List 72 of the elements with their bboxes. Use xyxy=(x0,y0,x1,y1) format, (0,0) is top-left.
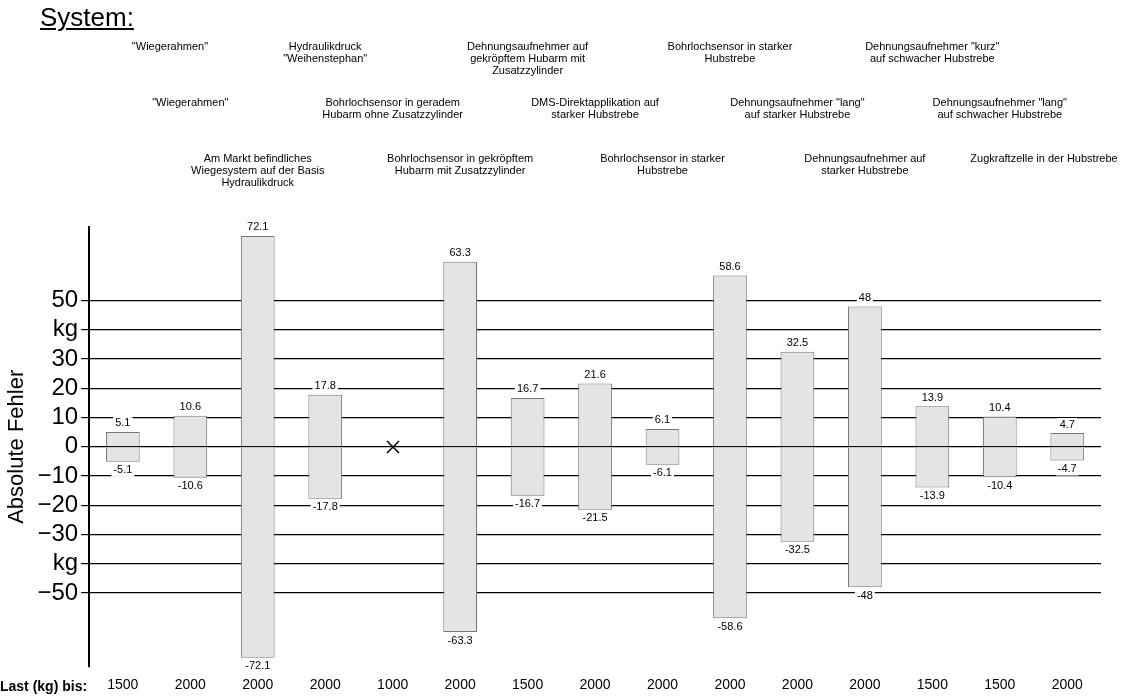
y-tick-label: kg xyxy=(52,314,79,342)
data-label: 10.4 xyxy=(989,400,1011,413)
data-label: 32.5 xyxy=(786,336,809,349)
x-tick-label: 2000 xyxy=(714,676,746,693)
data-label: -10.6 xyxy=(177,479,203,492)
data-label: 5.1 xyxy=(115,416,131,429)
data-label: -17.8 xyxy=(312,500,338,513)
data-label: 48 xyxy=(858,290,872,303)
x-tick-label: 1500 xyxy=(107,676,139,693)
text: Dehnungsaufnehmer "kurz" auf schwacher Hubstrebe xyxy=(864,40,1001,64)
x-tick-label: 2000 xyxy=(579,676,611,693)
text: "Wiegerahmen" xyxy=(151,96,230,108)
y-tick-label: −10 xyxy=(37,460,79,488)
data-label: 13.9 xyxy=(921,390,944,403)
x-tick-label: 2000 xyxy=(646,676,679,693)
x-tick-label: 1500 xyxy=(916,676,949,693)
y-tick-label: kg xyxy=(52,548,79,576)
data-label: -63.3 xyxy=(447,633,473,646)
text: Dehnungsaufnehmer "lang" auf starker Hubstrebe xyxy=(729,96,866,120)
y-tick-label: −50 xyxy=(37,577,79,605)
data-label: 21.6 xyxy=(584,368,606,381)
data-label: 63.3 xyxy=(449,246,471,259)
text: "Wiegerahmen" xyxy=(130,40,210,52)
text: Am Markt befindliches Wiegesystem auf der Basis Hydraulikdruck xyxy=(190,152,326,188)
text: Bohrlochsensor in gekröpftem Hubarm mit Zusatzzylinder xyxy=(386,152,535,176)
y-tick-label: −30 xyxy=(37,519,79,547)
text: Bohrlochsensor in starker Hubstrebe xyxy=(599,152,726,176)
data-label: 16.7 xyxy=(516,382,539,395)
text: Zugkraftzelle in der Hubstrebe xyxy=(969,152,1119,164)
y-tick-label: 0 xyxy=(64,431,79,459)
data-label: -72.1 xyxy=(245,659,271,672)
text: DMS-Direktapplikation auf starker Hubstrebe xyxy=(530,96,660,120)
data-label: -16.7 xyxy=(515,497,541,510)
y-tick-label: 20 xyxy=(51,372,79,400)
text: Dehnungsaufnehmer "lang" auf schwacher Hubstrebe xyxy=(931,96,1068,120)
data-label: -58.6 xyxy=(717,619,743,632)
x-tick-label: 1000 xyxy=(377,676,409,693)
x-tick-label: 2000 xyxy=(444,676,476,693)
x-tick-label: 2000 xyxy=(1051,676,1084,693)
x-tick-label: 2000 xyxy=(849,676,881,693)
data-label: -5.1 xyxy=(113,463,133,476)
x-tick-label: 1500 xyxy=(984,676,1016,693)
y-tick-label: −20 xyxy=(37,489,79,517)
data-label: -6.1 xyxy=(653,466,672,479)
x-tick-label: 2000 xyxy=(242,676,274,693)
y-tick-label: 50 xyxy=(51,285,79,313)
data-label: -13.9 xyxy=(919,488,945,501)
text: Dehnungsaufnehmer auf gekröpftem Hubarm mit Zusatzzylinder xyxy=(466,40,590,76)
data-label: 58.6 xyxy=(719,259,741,272)
x-tick-label: 1500 xyxy=(512,676,544,693)
y-tick-label: 30 xyxy=(51,343,79,371)
text: Dehnungsaufnehmer auf starker Hubstrebe xyxy=(803,152,927,176)
data-label: -32.5 xyxy=(784,543,810,556)
data-label: 72.1 xyxy=(247,220,269,233)
x-axis-title: Last (kg) bis: xyxy=(0,678,88,695)
data-label: 4.7 xyxy=(1059,417,1075,430)
x-tick-label: 2000 xyxy=(309,676,341,693)
x-tick-label: 2000 xyxy=(781,676,814,693)
data-label: 6.1 xyxy=(654,413,671,426)
y-axis-title: Absolute Fehler xyxy=(3,369,29,524)
data-label: 10.6 xyxy=(179,400,202,413)
text: Bohrlochsensor in geradem Hubarm ohne Zusatzzylinder xyxy=(321,96,464,120)
data-label: -21.5 xyxy=(582,511,608,524)
data-label: -4.7 xyxy=(1057,462,1077,475)
text: Hydraulikdruck "Weihenstephan" xyxy=(282,40,369,64)
data-label: -10.4 xyxy=(987,478,1013,491)
y-tick-label: 10 xyxy=(51,402,79,430)
chart-title: System: xyxy=(40,2,134,33)
text: Bohrlochsensor in starker Hubstrebe xyxy=(666,40,794,64)
x-tick-label: 2000 xyxy=(174,676,207,693)
data-label: 17.8 xyxy=(314,379,336,392)
data-label: -48 xyxy=(856,588,873,601)
